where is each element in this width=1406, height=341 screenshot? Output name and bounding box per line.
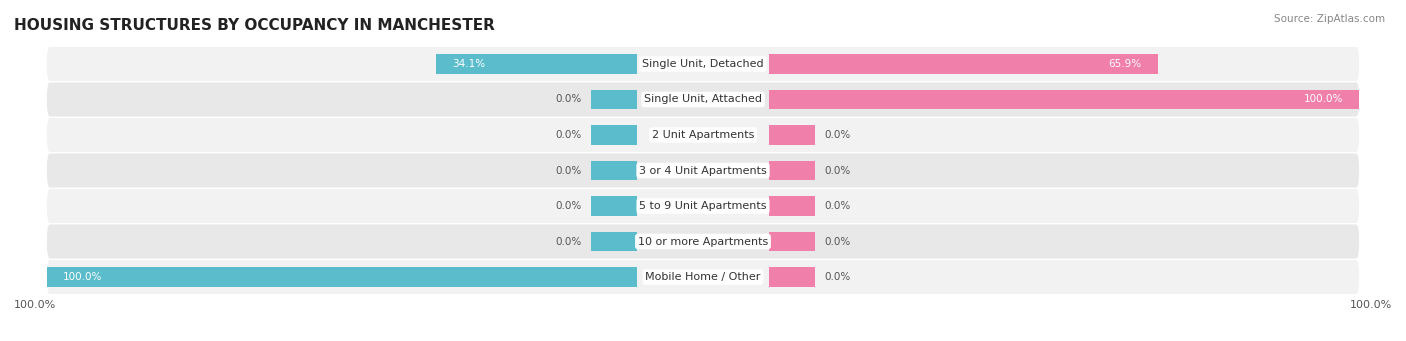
FancyBboxPatch shape [46, 118, 1360, 152]
FancyBboxPatch shape [46, 47, 1360, 81]
FancyBboxPatch shape [46, 153, 1360, 188]
Text: 100.0%: 100.0% [1350, 300, 1392, 310]
Bar [769, 232, 814, 251]
Text: Single Unit, Attached: Single Unit, Attached [644, 94, 762, 104]
Text: 0.0%: 0.0% [555, 165, 582, 176]
Text: 3 or 4 Unit Apartments: 3 or 4 Unit Apartments [640, 165, 766, 176]
Text: 65.9%: 65.9% [1108, 59, 1142, 69]
Text: 5 to 9 Unit Apartments: 5 to 9 Unit Apartments [640, 201, 766, 211]
Bar [769, 196, 814, 216]
Text: 100.0%: 100.0% [1303, 94, 1343, 104]
Bar [592, 196, 637, 216]
Text: 0.0%: 0.0% [824, 130, 851, 140]
Bar [592, 232, 637, 251]
Bar [769, 54, 1157, 74]
Bar [592, 90, 637, 109]
Bar [436, 54, 637, 74]
Text: 0.0%: 0.0% [824, 201, 851, 211]
Text: 0.0%: 0.0% [824, 237, 851, 247]
Text: 0.0%: 0.0% [555, 237, 582, 247]
Bar [592, 125, 637, 145]
Bar [592, 161, 637, 180]
Text: Mobile Home / Other: Mobile Home / Other [645, 272, 761, 282]
FancyBboxPatch shape [46, 224, 1360, 258]
Text: 0.0%: 0.0% [824, 272, 851, 282]
Bar [769, 125, 814, 145]
FancyBboxPatch shape [46, 260, 1360, 294]
Text: 0.0%: 0.0% [555, 201, 582, 211]
Text: 0.0%: 0.0% [824, 165, 851, 176]
Text: 34.1%: 34.1% [453, 59, 485, 69]
Bar [769, 90, 1360, 109]
Bar [769, 267, 814, 287]
Bar [769, 161, 814, 180]
Text: HOUSING STRUCTURES BY OCCUPANCY IN MANCHESTER: HOUSING STRUCTURES BY OCCUPANCY IN MANCH… [14, 18, 495, 33]
Text: 100.0%: 100.0% [63, 272, 103, 282]
Text: Single Unit, Detached: Single Unit, Detached [643, 59, 763, 69]
Text: Source: ZipAtlas.com: Source: ZipAtlas.com [1274, 14, 1385, 24]
Text: 0.0%: 0.0% [555, 130, 582, 140]
Text: 10 or more Apartments: 10 or more Apartments [638, 237, 768, 247]
Text: 0.0%: 0.0% [555, 94, 582, 104]
Bar [46, 267, 637, 287]
FancyBboxPatch shape [46, 83, 1360, 117]
FancyBboxPatch shape [46, 189, 1360, 223]
Text: 100.0%: 100.0% [14, 300, 56, 310]
Text: 2 Unit Apartments: 2 Unit Apartments [652, 130, 754, 140]
